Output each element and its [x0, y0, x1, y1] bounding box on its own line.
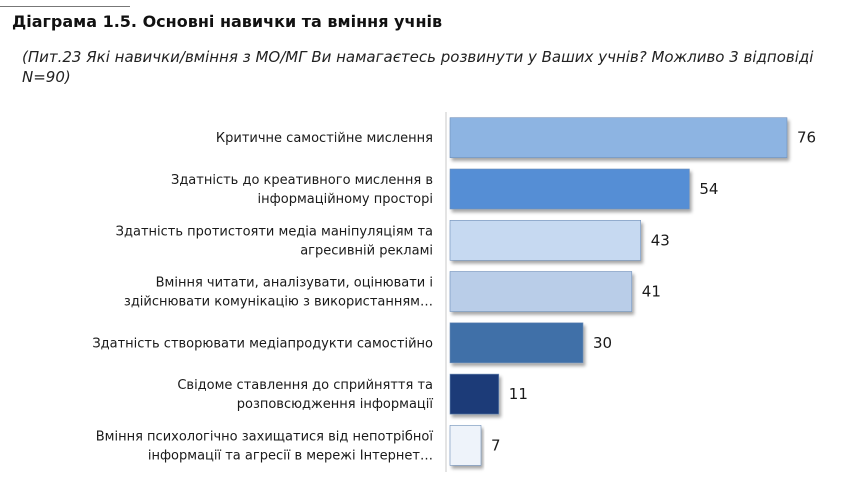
value-label-5: 11 [509, 385, 528, 403]
category-label-0: Критичне самостійне мислення [216, 131, 433, 146]
value-label-6: 7 [491, 436, 501, 454]
bar-2 [449, 220, 641, 261]
bar-5 [449, 373, 500, 415]
bar-1 [449, 168, 690, 210]
value-label-1: 54 [699, 180, 718, 198]
value-label-4: 30 [593, 334, 612, 352]
bar-3 [449, 271, 633, 312]
bar-0 [449, 117, 788, 158]
category-label-5: Свідоме ставлення до сприйняття та розпов… [177, 378, 433, 412]
value-label-0: 76 [797, 129, 816, 147]
category-label-2: Здатність протистояти медіа маніпуляціям… [116, 224, 433, 258]
value-label-3: 41 [642, 283, 661, 301]
bar-4 [449, 322, 584, 364]
chart-subtitle: (Пит.23 Які навички/вміння з МО/МГ Ви на… [22, 48, 814, 86]
category-label-6: Вміння психологічно захищатися від непот… [96, 429, 434, 463]
bar-6 [449, 425, 482, 466]
cropped-text-fragment [0, 0, 130, 7]
chart-title: Діаграма 1.5. Основні навички та вміння … [12, 12, 443, 31]
category-label-4: Здатність створювати медіапродукти самос… [92, 336, 433, 351]
category-label-1: Здатність до креативного мислення в інфор… [171, 173, 433, 207]
value-label-2: 43 [651, 231, 670, 249]
